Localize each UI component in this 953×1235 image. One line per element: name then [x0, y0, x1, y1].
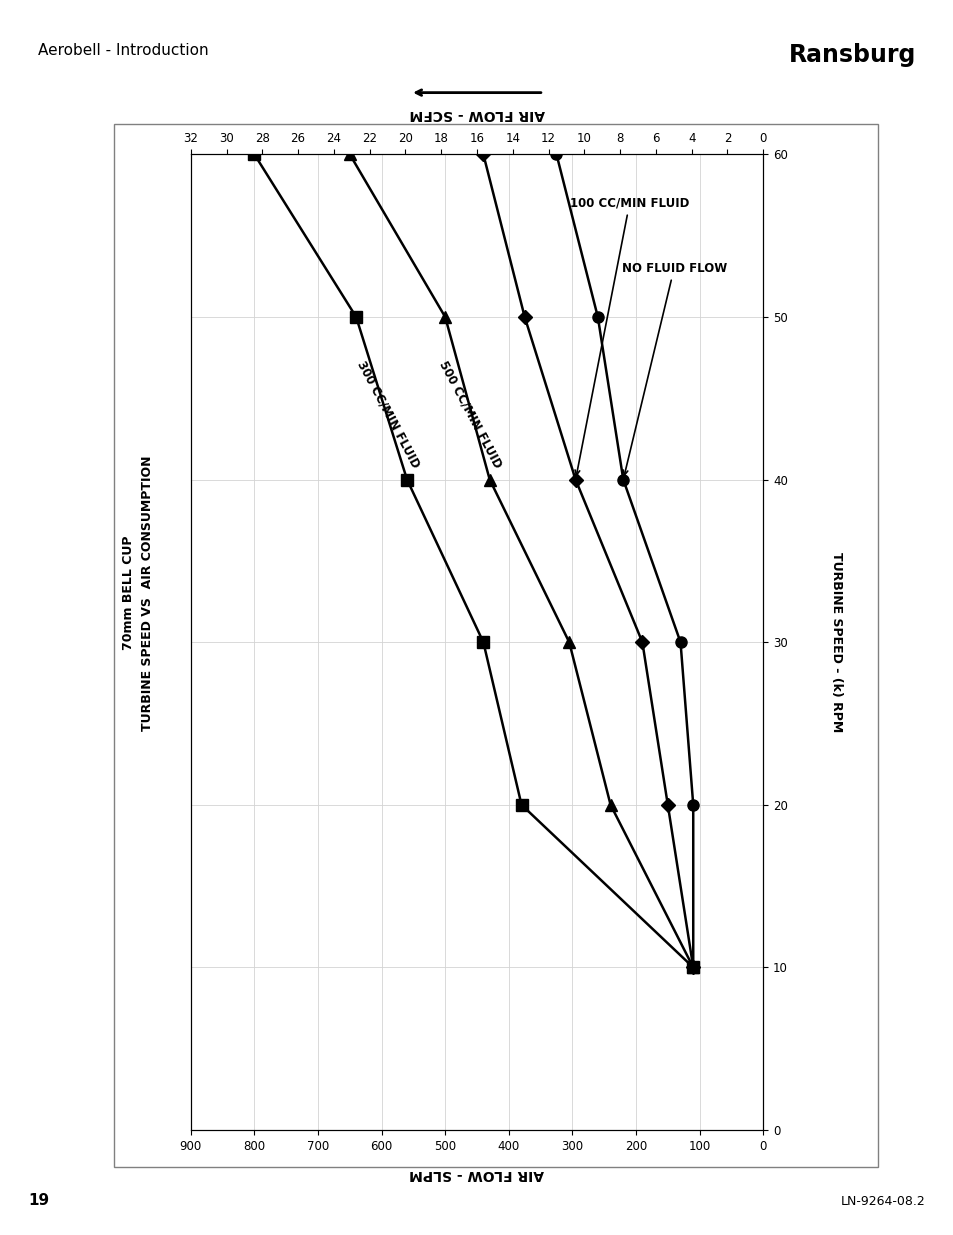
Text: 70mm BELL CUP: 70mm BELL CUP: [122, 536, 135, 650]
X-axis label: AIR FLOW - SCFM: AIR FLOW - SCFM: [409, 106, 544, 121]
Text: TURBINE SPEED VS  AIR CONSUMPTION: TURBINE SPEED VS AIR CONSUMPTION: [141, 454, 154, 731]
X-axis label: AIR FLOW - SLPM: AIR FLOW - SLPM: [409, 1167, 544, 1181]
Text: 19: 19: [29, 1193, 50, 1208]
Text: Aerobell - Introduction: Aerobell - Introduction: [38, 43, 209, 58]
Text: LN-9264-08.2: LN-9264-08.2: [840, 1194, 924, 1208]
Text: 500 CC/MIN FLUID: 500 CC/MIN FLUID: [436, 358, 504, 471]
Text: 100 CC/MIN FLUID: 100 CC/MIN FLUID: [569, 196, 689, 475]
Text: NO FLUID FLOW: NO FLUID FLOW: [621, 262, 726, 475]
Text: 300 CC/MIN FLUID: 300 CC/MIN FLUID: [354, 359, 421, 471]
Text: Ransburg: Ransburg: [787, 43, 915, 67]
Y-axis label: TURBINE SPEED - (k) RPM: TURBINE SPEED - (k) RPM: [829, 552, 842, 732]
